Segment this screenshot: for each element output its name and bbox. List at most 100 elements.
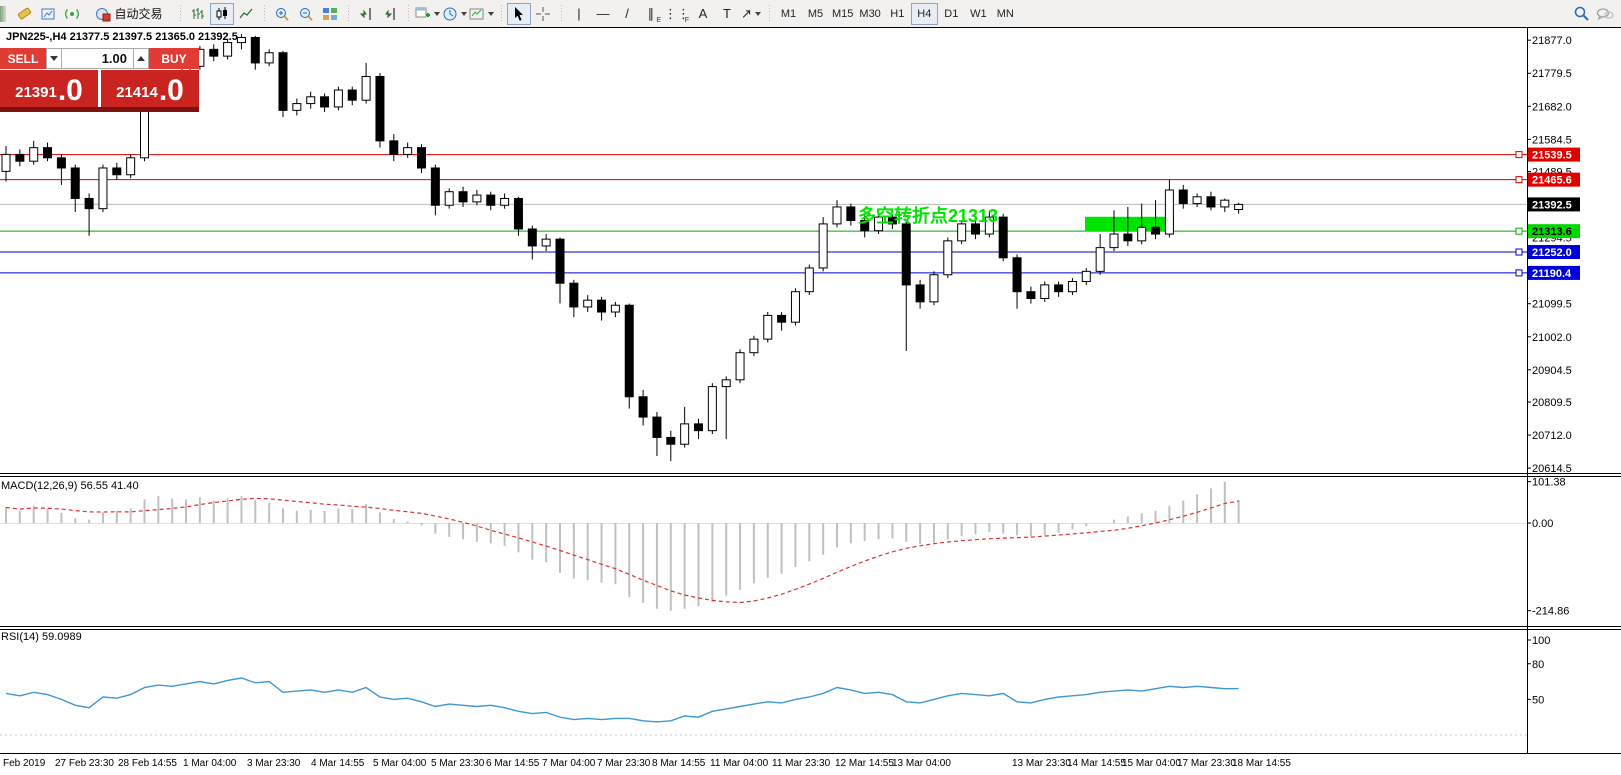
- arrows-icon: ↗: [741, 6, 752, 21]
- time-tick-label: 17 Mar 23:30: [1177, 758, 1236, 769]
- auto-trading-icon: [96, 7, 111, 21]
- rsi-pane: 100 80 50: [0, 635, 1550, 736]
- timeframe-button-mn[interactable]: MN: [996, 7, 1014, 20]
- time-tick-label: 3 Mar 23:30: [247, 758, 301, 769]
- line-chart-button[interactable]: [234, 3, 258, 25]
- zoom-out-button[interactable]: [294, 3, 318, 25]
- chevron-down-icon: [434, 12, 440, 19]
- volume-increase-button[interactable]: [133, 48, 149, 69]
- highlight-box[interactable]: [1085, 216, 1174, 232]
- candle-body: [1040, 284, 1050, 299]
- periods-button[interactable]: [441, 3, 468, 25]
- hlines-layer[interactable]: [0, 151, 1527, 277]
- templates-button[interactable]: [468, 3, 495, 25]
- candle-body: [472, 194, 482, 203]
- caret-down-icon: [50, 56, 58, 65]
- trade-panel-footer: [0, 107, 199, 112]
- timeframe-button-m15[interactable]: M15: [832, 7, 854, 20]
- text-tool-button[interactable]: A: [691, 3, 715, 25]
- price-tick-label: 20614.5: [1532, 463, 1572, 475]
- horizontal-line-icon: —: [596, 6, 610, 21]
- timeframe-button-h4[interactable]: H4: [910, 2, 938, 25]
- tile-windows-button[interactable]: [318, 3, 342, 25]
- bar-chart-icon: [192, 7, 204, 19]
- buy-button[interactable]: BUY: [149, 48, 199, 69]
- new-order-button[interactable]: [12, 3, 36, 25]
- auto-scroll-icon: [359, 7, 371, 20]
- macd-scale-label: 101.38: [1532, 477, 1566, 489]
- candle-body: [887, 216, 897, 225]
- candle-body: [638, 396, 648, 418]
- candlestick-chart-button[interactable]: [210, 2, 234, 25]
- sell-button[interactable]: SELL: [0, 48, 46, 69]
- time-axis[interactable]: Feb 2019 27 Feb 23:30 28 Feb 14:55 1 Mar 04…: [0, 754, 1621, 775]
- timeframe-button-m1[interactable]: M1: [780, 7, 797, 20]
- vertical-line-tool-button[interactable]: |: [567, 3, 591, 25]
- price-badge: [1528, 224, 1580, 239]
- candle-body: [666, 436, 676, 445]
- price-badge-label: 21252.0: [1532, 247, 1572, 259]
- price-tick-label: 21877.0: [1532, 35, 1572, 47]
- fibonacci-tool-button[interactable]: ⋮⋮ F: [664, 6, 690, 24]
- text-label-tool-button[interactable]: T: [715, 3, 739, 25]
- auto-trading-button[interactable]: 自动交易: [84, 3, 174, 25]
- timeframe-button-m5[interactable]: M5: [807, 7, 824, 20]
- candle-body: [1026, 291, 1036, 299]
- chat-button[interactable]: [1593, 3, 1617, 25]
- candle-body: [971, 223, 980, 235]
- buy-price[interactable]: 21414 .0: [101, 70, 199, 107]
- time-tick-label: 11 Mar 04:00: [710, 758, 769, 769]
- candle-body: [375, 75, 385, 142]
- volume-input[interactable]: [62, 48, 133, 69]
- candle-body: [832, 206, 842, 225]
- timeframe-button-w1[interactable]: W1: [970, 7, 987, 20]
- equidistant-channel-tool-button[interactable]: ∥ E: [647, 6, 661, 24]
- timeframe-button-h1[interactable]: H1: [890, 7, 905, 20]
- trendline-tool-button[interactable]: /: [615, 3, 639, 25]
- candle-body: [347, 89, 357, 101]
- sell-price[interactable]: 21391 .0: [0, 70, 98, 107]
- toolbar-separator: [178, 4, 182, 23]
- signals-button[interactable]: [60, 3, 84, 25]
- time-tick-label: 8 Mar 14:55: [652, 758, 706, 769]
- crosshair-button[interactable]: [531, 3, 555, 25]
- candles-layer: [1, 34, 1244, 462]
- price-axis[interactable]: 21877.021779.521682.021584.521489.521294…: [1527, 27, 1621, 753]
- candle-body: [513, 197, 523, 230]
- candlestick-icon: [216, 6, 227, 20]
- auto-scroll-button[interactable]: [354, 3, 378, 25]
- candle-body: [278, 52, 288, 111]
- auto-trading-label: 自动交易: [114, 7, 163, 21]
- arrows-tool-button[interactable]: ↗: [739, 3, 763, 25]
- tile-windows-icon: [323, 7, 337, 20]
- candle-body: [361, 75, 371, 101]
- timeframe-button-d1[interactable]: D1: [944, 7, 959, 20]
- vertical-line-icon: |: [577, 6, 581, 21]
- new-chart-button[interactable]: [414, 3, 441, 25]
- price-tick-label: 20712.0: [1532, 430, 1572, 442]
- timeframe-button-m30[interactable]: M30: [859, 7, 881, 20]
- candle-body: [1067, 281, 1077, 293]
- chart-shift-button[interactable]: [378, 3, 402, 25]
- market-watch-button[interactable]: [36, 3, 60, 25]
- zoom-in-button[interactable]: [270, 3, 294, 25]
- pane-borders: [0, 27, 1621, 754]
- candle-body: [624, 304, 634, 398]
- chart-annotation-text[interactable]: 多空转折点21313: [858, 206, 999, 226]
- volume-decrease-button[interactable]: [46, 48, 62, 69]
- candle-body: [680, 423, 690, 445]
- new-chart-icon: [415, 7, 430, 17]
- time-tick-label: 11 Mar 23:30: [772, 758, 831, 769]
- candle-body: [500, 197, 510, 206]
- horizontal-line-tool-button[interactable]: —: [591, 3, 615, 25]
- candle-body: [486, 194, 496, 206]
- bar-chart-button[interactable]: [186, 3, 210, 25]
- candle-body: [112, 167, 122, 176]
- cursor-button[interactable]: [507, 2, 531, 25]
- search-button[interactable]: [1569, 3, 1593, 25]
- candle-body: [84, 197, 94, 210]
- candle-body: [860, 220, 870, 232]
- hline-marker: [1515, 269, 1523, 277]
- hline-marker: [1515, 151, 1523, 159]
